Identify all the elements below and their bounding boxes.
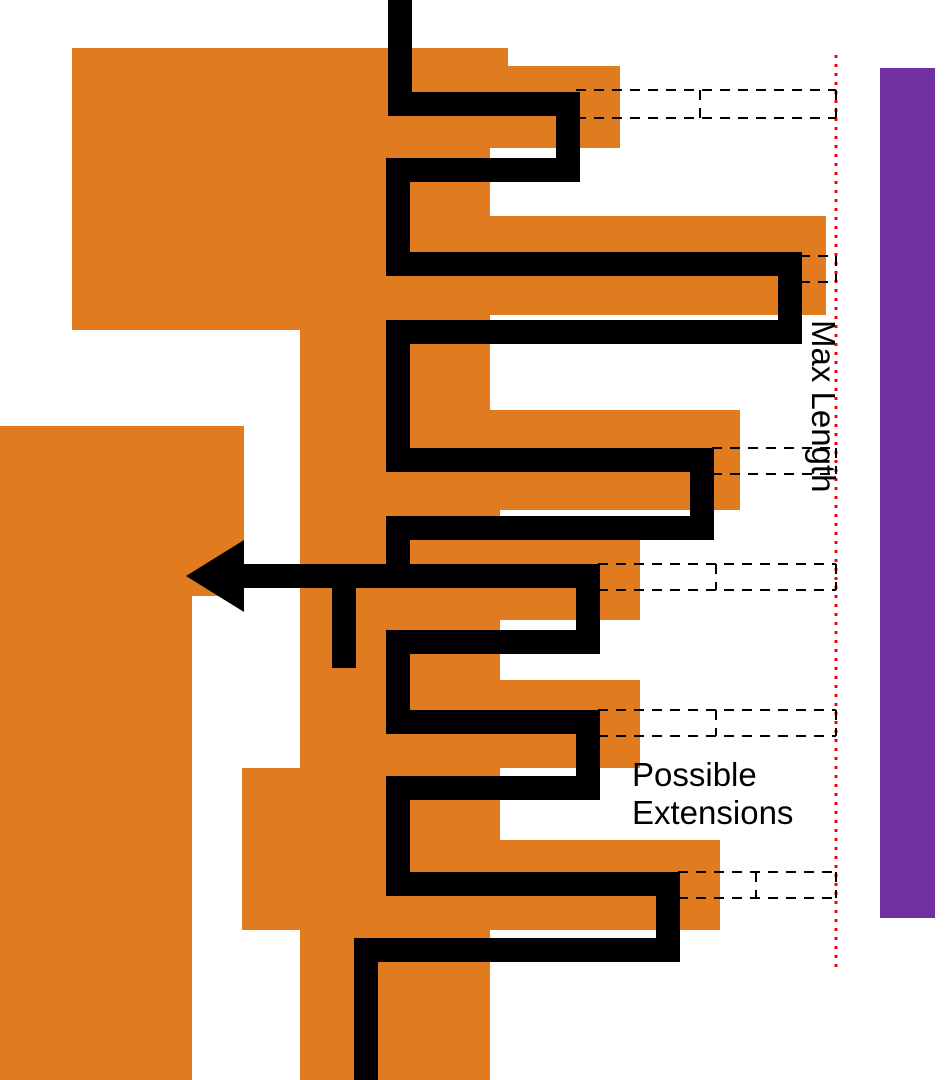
label-possible-extensions-line1: Possible	[632, 756, 757, 793]
orange-14	[242, 768, 302, 930]
purple-bar	[880, 68, 935, 918]
label-possible-extensions: Possible Extensions	[632, 756, 793, 832]
label-max-length: Max Length	[804, 320, 842, 492]
orange-2	[408, 48, 508, 68]
label-possible-extensions-line2: Extensions	[632, 794, 793, 831]
diagram-svg	[0, 0, 945, 1080]
orange-12	[0, 426, 192, 1080]
diagram-stage: Max Length Possible Extensions	[0, 0, 945, 1080]
